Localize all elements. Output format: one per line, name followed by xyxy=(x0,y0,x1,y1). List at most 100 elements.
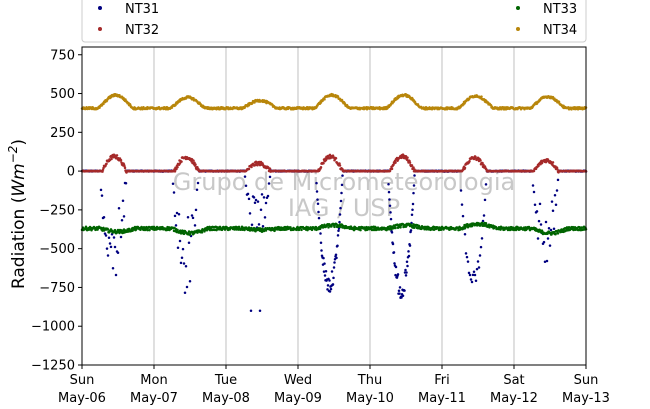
data-point xyxy=(331,154,335,157)
data-point xyxy=(359,228,362,232)
data-point xyxy=(243,175,247,178)
data-point xyxy=(319,241,323,244)
x-tick-label-date: May-11 xyxy=(418,391,466,406)
data-point xyxy=(408,244,412,247)
data-point xyxy=(407,254,411,258)
data-point xyxy=(465,255,469,259)
data-point xyxy=(478,254,482,257)
x-tick-label-day: Thu xyxy=(357,373,382,388)
data-point xyxy=(470,280,474,284)
data-point xyxy=(412,191,415,195)
data-point xyxy=(173,170,177,173)
y-tick-label: −750 xyxy=(39,281,75,296)
data-point xyxy=(262,196,266,199)
series-NT33 xyxy=(80,221,588,236)
data-point xyxy=(468,273,472,277)
data-point xyxy=(180,160,183,163)
data-point xyxy=(405,260,409,264)
data-point xyxy=(188,233,192,236)
x-tick-label-day: Wed xyxy=(284,373,312,388)
y-tick-label: 250 xyxy=(50,126,75,141)
data-point xyxy=(397,289,401,292)
data-point xyxy=(336,234,340,237)
series-NT34 xyxy=(80,92,588,111)
data-point xyxy=(533,203,537,207)
legend: NT31 NT32 NT33 NT34 xyxy=(81,0,587,43)
data-point xyxy=(548,244,552,247)
data-point xyxy=(472,270,476,274)
x-tick-label-date: May-07 xyxy=(130,391,178,406)
data-point xyxy=(106,228,110,231)
data-point xyxy=(247,197,251,201)
data-point xyxy=(315,181,318,185)
data-point xyxy=(101,170,104,173)
data-point xyxy=(546,237,550,240)
data-point xyxy=(555,166,559,169)
data-point xyxy=(337,229,340,232)
y-axis-title: Radiation (Wm−2) xyxy=(6,139,29,289)
data-point xyxy=(317,216,321,220)
data-point xyxy=(250,226,253,230)
data-point xyxy=(119,158,123,162)
data-point xyxy=(323,98,326,101)
data-point xyxy=(475,267,479,271)
data-point xyxy=(253,201,257,205)
x-tick-label-date: May-12 xyxy=(490,391,538,406)
data-point xyxy=(396,273,400,276)
data-point xyxy=(395,276,399,279)
data-point xyxy=(329,287,333,291)
y-axis: −1250 −1000 −750 −500 −250 0 250 500 750 xyxy=(31,48,82,374)
series-NT32 xyxy=(80,153,588,174)
x-tick-label-date: May-08 xyxy=(202,391,250,406)
data-point xyxy=(467,271,471,275)
data-point xyxy=(556,232,560,235)
data-point xyxy=(389,211,392,214)
data-point xyxy=(547,227,551,230)
data-point xyxy=(392,251,396,254)
data-point xyxy=(316,202,320,206)
data-point xyxy=(545,259,549,263)
data-point xyxy=(387,182,390,186)
data-point xyxy=(389,217,393,221)
y-tick-label: 750 xyxy=(50,48,75,63)
data-point xyxy=(398,292,401,295)
data-point xyxy=(406,264,409,268)
data-point xyxy=(341,174,344,177)
y-tick-label: −250 xyxy=(39,203,75,218)
data-point xyxy=(410,213,414,217)
y-tick-label: 0 xyxy=(67,165,75,180)
data-point xyxy=(552,227,556,231)
data-point xyxy=(537,164,540,168)
data-point xyxy=(112,156,115,159)
data-point xyxy=(174,224,178,227)
data-point xyxy=(187,241,191,245)
data-point xyxy=(185,285,189,289)
data-point xyxy=(326,284,330,287)
data-point xyxy=(516,225,519,229)
data-point xyxy=(176,246,180,249)
data-point xyxy=(405,271,408,274)
data-point xyxy=(183,291,187,294)
data-point xyxy=(473,273,477,277)
legend-label: NT32 xyxy=(125,23,159,38)
data-point xyxy=(550,200,554,203)
data-point xyxy=(317,210,320,214)
data-point xyxy=(259,208,263,211)
data-point xyxy=(111,267,115,270)
data-point xyxy=(121,199,125,202)
legend-marker xyxy=(98,6,102,10)
data-point xyxy=(323,262,326,265)
data-point xyxy=(532,190,536,194)
data-point xyxy=(112,236,116,239)
data-point xyxy=(484,183,488,186)
data-point xyxy=(247,167,251,171)
data-point xyxy=(398,286,402,289)
data-point xyxy=(194,163,197,166)
data-point xyxy=(133,225,137,229)
data-point xyxy=(268,167,272,170)
data-point xyxy=(323,274,327,277)
data-point xyxy=(556,168,559,171)
data-point xyxy=(340,183,344,187)
data-point xyxy=(531,184,535,187)
